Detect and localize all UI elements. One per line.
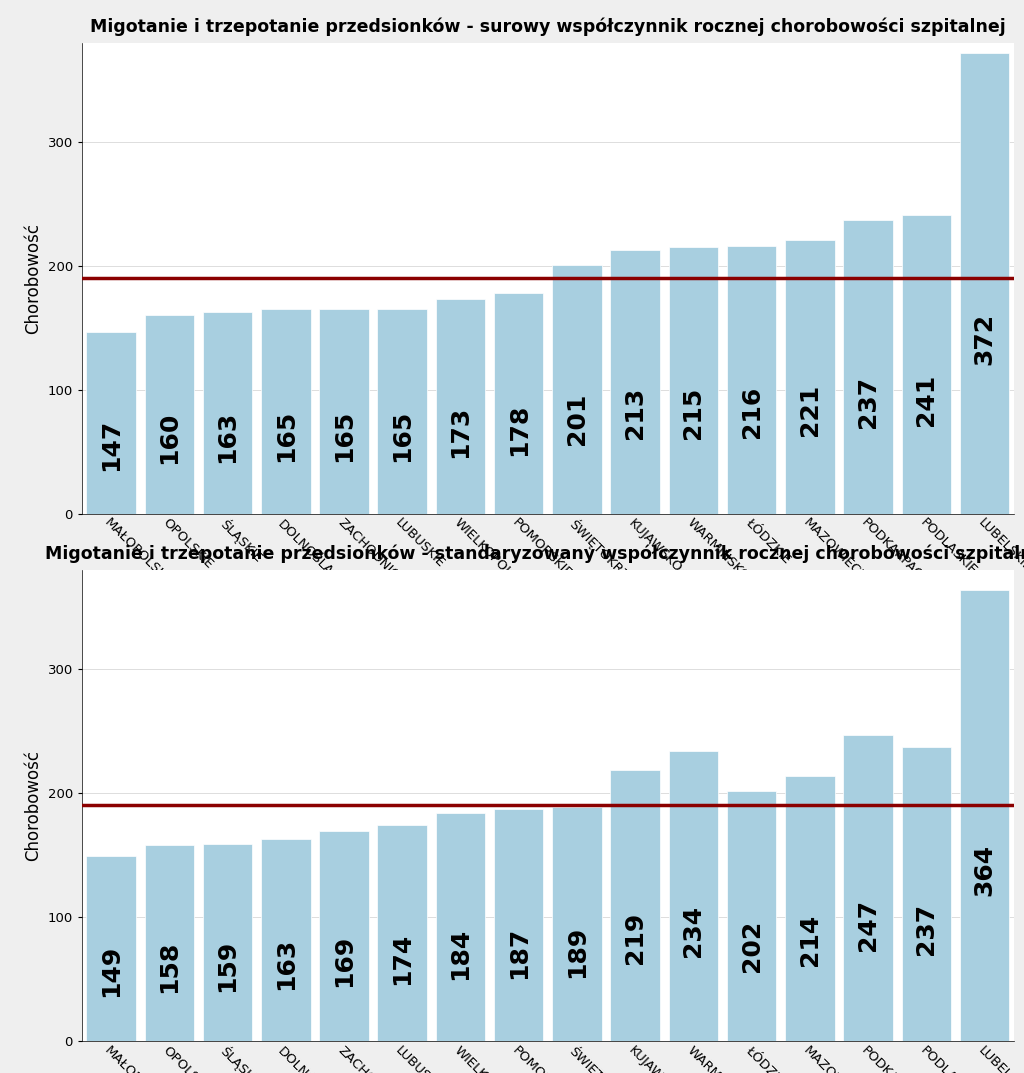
Bar <box>844 735 893 1041</box>
Bar <box>203 843 252 1041</box>
Text: 219: 219 <box>624 912 647 964</box>
Bar <box>902 215 951 514</box>
Text: 221: 221 <box>798 383 822 436</box>
Bar <box>436 299 485 514</box>
Text: 364: 364 <box>973 843 996 896</box>
Bar <box>319 309 369 514</box>
Y-axis label: Chorobowość: Chorobowość <box>25 750 42 861</box>
Bar <box>494 809 544 1041</box>
Bar <box>378 825 427 1041</box>
Text: 163: 163 <box>273 938 298 990</box>
Bar <box>669 247 718 514</box>
Text: 237: 237 <box>856 376 881 428</box>
Bar <box>144 846 194 1041</box>
Text: 202: 202 <box>739 920 764 972</box>
Bar <box>669 751 718 1041</box>
Text: 234: 234 <box>681 905 706 957</box>
Text: 241: 241 <box>914 374 938 426</box>
Text: 187: 187 <box>507 927 530 979</box>
Bar <box>959 590 1010 1041</box>
Bar <box>378 309 427 514</box>
Text: 160: 160 <box>158 412 181 465</box>
Text: 247: 247 <box>856 898 881 951</box>
Text: 213: 213 <box>624 387 647 440</box>
Text: 214: 214 <box>798 914 822 966</box>
Bar <box>436 813 485 1041</box>
Bar <box>319 832 369 1041</box>
Bar <box>261 309 310 514</box>
Bar <box>959 53 1010 514</box>
Text: 215: 215 <box>681 386 706 439</box>
Text: 216: 216 <box>739 386 764 438</box>
Bar <box>144 315 194 514</box>
Text: 237: 237 <box>914 903 938 955</box>
Bar <box>727 246 776 514</box>
Text: 174: 174 <box>390 932 415 985</box>
Bar <box>785 240 835 514</box>
Text: 165: 165 <box>390 410 415 462</box>
Text: 165: 165 <box>332 410 356 462</box>
Bar <box>610 250 659 514</box>
Text: 169: 169 <box>332 936 356 987</box>
Bar <box>261 839 310 1041</box>
Bar <box>727 791 776 1041</box>
Text: 163: 163 <box>215 411 240 464</box>
Bar <box>552 265 602 514</box>
Title: Migotanie i trzepotanie przedsionków - surowy współczynnik rocznej chorobowości : Migotanie i trzepotanie przedsionków - s… <box>90 17 1006 35</box>
Bar <box>785 776 835 1041</box>
Bar <box>610 769 659 1041</box>
Bar <box>844 220 893 514</box>
Title: Migotanie i trzepotanie przedsionków - standaryzowany współczynnik rocznej choro: Migotanie i trzepotanie przedsionków - s… <box>45 544 1024 563</box>
Text: 372: 372 <box>973 312 996 365</box>
Bar <box>552 807 602 1041</box>
Text: 173: 173 <box>449 406 472 458</box>
Text: 158: 158 <box>158 940 181 993</box>
Bar <box>203 312 252 514</box>
Bar <box>86 332 136 514</box>
Text: 178: 178 <box>507 403 530 456</box>
Bar <box>902 747 951 1041</box>
Bar <box>494 293 544 514</box>
Text: 149: 149 <box>99 944 123 997</box>
Text: 201: 201 <box>565 393 589 445</box>
Bar <box>86 856 136 1041</box>
Y-axis label: Chorobowość: Chorobowość <box>25 223 42 334</box>
Text: 189: 189 <box>565 926 589 978</box>
Text: 147: 147 <box>99 418 123 471</box>
Text: 165: 165 <box>273 410 298 462</box>
Text: 159: 159 <box>215 940 240 993</box>
Text: 184: 184 <box>449 928 472 981</box>
